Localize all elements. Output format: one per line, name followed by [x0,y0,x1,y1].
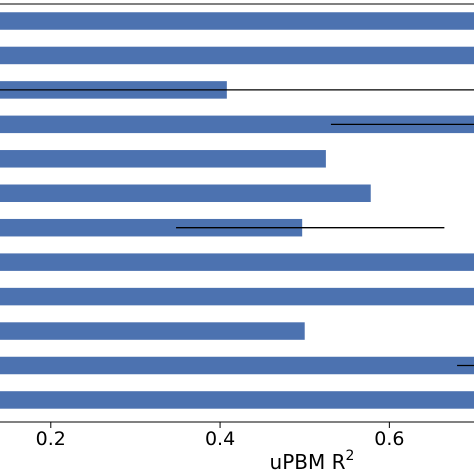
bar-8 [0,253,474,271]
bar-6 [0,184,371,202]
bar-12 [0,391,474,409]
x-tick-label-1: 0.2 [36,428,66,450]
x-axis-ticks: 0.2 0.4 0.6 [36,422,404,450]
bar-9 [0,287,474,306]
bar-2 [0,46,474,65]
errorbars-group [0,89,474,367]
x-tick-label-2: 0.4 [205,428,235,450]
bars-group [0,12,474,409]
bar-10 [0,322,305,340]
bar-1 [0,12,474,30]
bar-4 [0,115,474,134]
x-axis-label-superscript: 2 [346,448,355,464]
bar-11 [0,356,474,375]
x-axis-label: uPBM R2 [270,448,355,474]
x-tick-label-3: 0.6 [374,428,404,450]
bar-7 [0,218,303,237]
x-axis-label-text: uPBM R [270,450,346,474]
bar-5 [0,150,326,168]
